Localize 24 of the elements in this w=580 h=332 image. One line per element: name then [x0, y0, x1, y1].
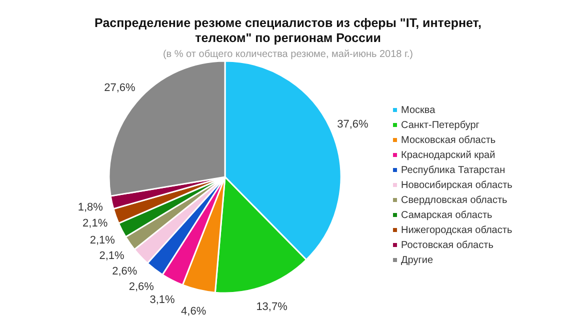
chart-subtitle: (в % от общего количества резюме, май-июнь 2018 г.) — [162, 49, 414, 60]
legend-label: Нижегородская область — [401, 225, 512, 236]
data-label: 2,6% — [128, 280, 154, 293]
data-label: 4,6% — [181, 305, 206, 318]
legend-label: Самарская область — [401, 210, 492, 221]
legend-label: Новосибирская область — [401, 180, 512, 191]
legend-label: Свердловская область — [401, 195, 508, 206]
legend-label: Краснодарский край — [401, 150, 496, 161]
legend-label: Ростовская область — [401, 240, 494, 251]
data-label: 13,7% — [256, 300, 288, 313]
data-label: 27,6% — [104, 82, 136, 94]
legend-label: Другие — [401, 255, 434, 266]
legend-label: Московская область — [401, 135, 496, 146]
data-label: 2,6% — [112, 266, 138, 278]
legend-label: Республика Татарстан — [401, 165, 506, 176]
legend-label: Москва — [401, 105, 436, 116]
data-label: 3,1% — [150, 294, 176, 306]
data-label: 2,1% — [82, 218, 108, 230]
chart-title: Распределение резюме специалистов из сферы "IT, интернет, телеком" по регионам России — [94, 16, 482, 46]
legend-label: Санкт-Петербург — [401, 120, 480, 131]
data-label: 1,8% — [78, 201, 104, 214]
data-label: 37,6% — [337, 118, 369, 131]
data-label: 2,1% — [99, 250, 125, 262]
data-label: 2,1% — [90, 234, 116, 246]
